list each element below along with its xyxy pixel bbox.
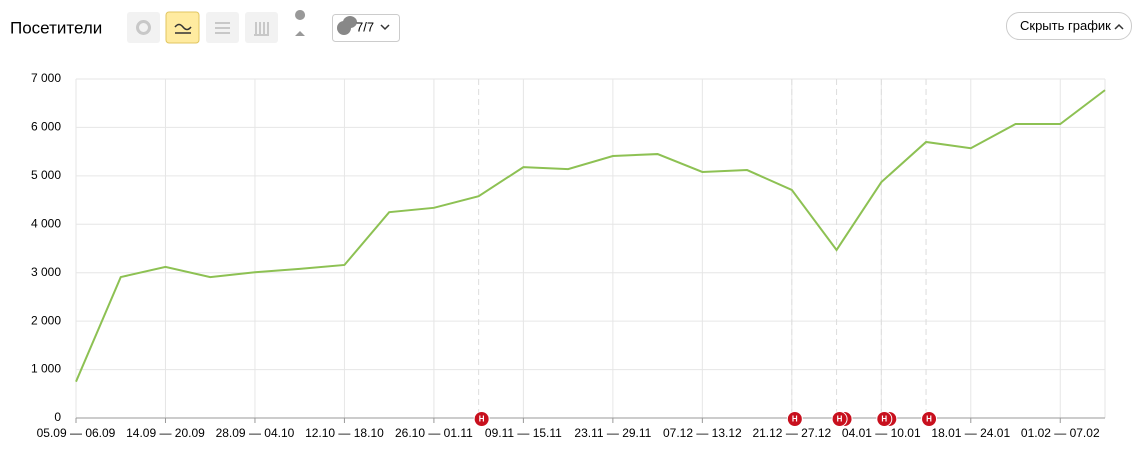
collapse-arrow [1114, 23, 1124, 30]
x-tick-label: 21.12 — 27.12 [752, 426, 831, 440]
annotation-label: Н [479, 415, 485, 424]
x-tick-label: 05.09 — 06.09 [37, 426, 116, 440]
comments-count: 7/7 [356, 19, 374, 34]
x-tick-label: 14.09 — 20.09 [126, 426, 205, 440]
y-tick-label: 5 000 [31, 168, 61, 182]
line-icon [174, 23, 192, 34]
annotation-label: Н [926, 415, 932, 424]
annotation-marker [831, 411, 848, 427]
plot: 0 1 000 2 000 3 000 4 000 5 000 6 000 7 000 05.0… [31, 71, 1106, 440]
x-tick-label: 26.10 — 01.11 [395, 426, 473, 440]
annotation-marker [473, 411, 490, 427]
map-icon[interactable] [295, 10, 306, 36]
x-tick-label: 04.01 — 10.01 [842, 426, 921, 440]
x-tick-label: 01.02 — 07.02 [1021, 426, 1100, 440]
pie-button[interactable] [127, 12, 160, 43]
x-tick-label: 07.12 — 13.12 [663, 426, 742, 440]
bar-button[interactable] [245, 12, 278, 43]
y-tick-label: 6 000 [31, 120, 61, 134]
series-line [75, 89, 1106, 383]
x-tick-label: 12.10 — 18.10 [305, 426, 384, 440]
comment-bubble [337, 21, 351, 35]
y-tick-label: 1 000 [31, 362, 61, 376]
x-tick-label: 28.09 — 04.10 [216, 426, 295, 440]
x-tick-label: 18.01 — 24.01 [931, 426, 1010, 440]
x-tick-label: 23.11 — 29.11 [574, 426, 651, 440]
area-icon [215, 22, 230, 34]
annotation-marker [921, 411, 938, 427]
annotation-marker [876, 411, 893, 427]
chart-type-buttons [127, 10, 306, 44]
dropdown-arrow [380, 24, 390, 31]
y-tick-label: 2 000 [31, 313, 61, 327]
annotation-label: Н [792, 415, 798, 424]
bar-icon [254, 22, 269, 36]
annotation-label: Н [837, 415, 843, 424]
title: Посетители [10, 18, 102, 37]
y-tick-label: 3 000 [31, 265, 61, 279]
y-tick-label: 4 000 [31, 216, 61, 230]
annotation-marker [786, 411, 803, 427]
hide-chart-label: Скрыть график [1020, 18, 1111, 33]
annotation-label: Н [881, 415, 887, 424]
y-tick-label: 0 [54, 410, 61, 424]
x-tick-label: 09.11 — 15.11 [485, 426, 562, 440]
y-tick-label: 7 000 [31, 71, 61, 85]
pie-icon [136, 20, 151, 35]
